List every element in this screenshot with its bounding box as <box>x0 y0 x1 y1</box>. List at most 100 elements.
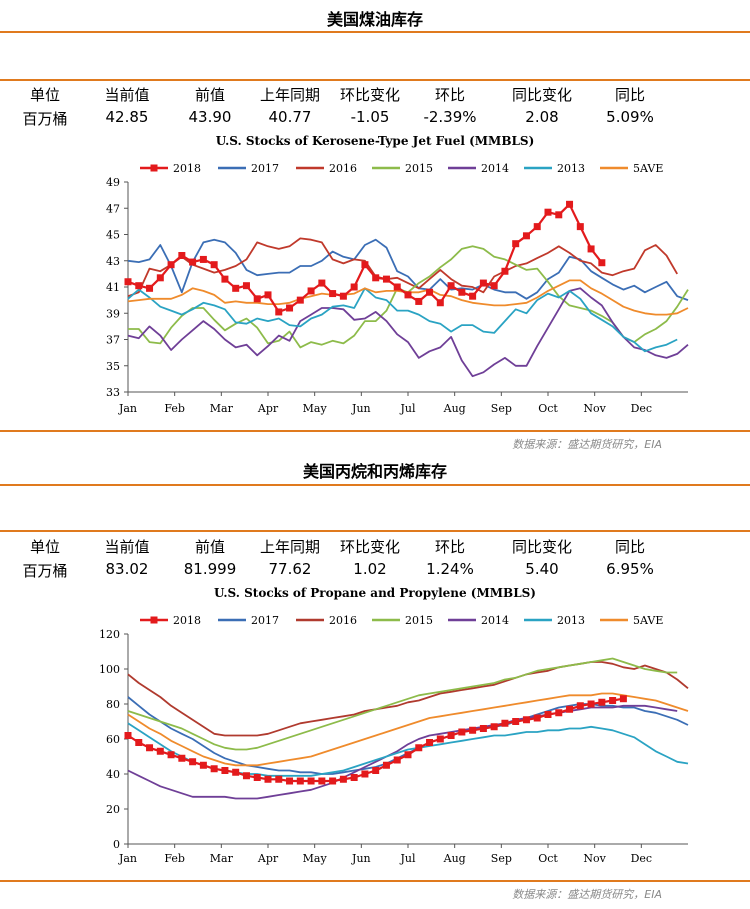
x-tick-label: Jun <box>351 402 371 415</box>
data-point-2018 <box>447 732 455 739</box>
series-line-2017 <box>127 696 689 775</box>
data-point-2018 <box>339 775 347 783</box>
header-current: 当前值 <box>104 538 150 556</box>
data-point-2018 <box>264 291 272 299</box>
y-tick-label: 80 <box>106 698 120 711</box>
data-point-2018 <box>318 777 326 785</box>
data-point-2018 <box>199 255 207 263</box>
data-point-2018 <box>501 719 509 727</box>
data-point-2018 <box>329 777 337 785</box>
data-point-2018 <box>469 292 477 300</box>
data-point-2018 <box>199 761 207 769</box>
x-tick-label: May <box>303 402 328 415</box>
data-point-2018 <box>469 726 477 734</box>
header-last-year: 上年同期 <box>259 86 320 104</box>
y-tick-label: 43 <box>106 255 120 268</box>
y-tick-label: 40 <box>106 768 120 781</box>
value-previous: 43.90 <box>188 108 232 126</box>
x-tick-label: Sep <box>491 852 512 865</box>
y-tick-label: 35 <box>106 360 120 373</box>
data-point-2018 <box>490 723 498 731</box>
x-tick-label: Jun <box>351 852 371 865</box>
x-tick-label: Apr <box>257 402 279 415</box>
data-point-2018 <box>307 287 315 295</box>
data-point-2018 <box>242 282 250 290</box>
y-tick-label: 100 <box>99 663 120 676</box>
chart-title-kerosene: U.S. Stocks of Kerosene-Type Jet Fuel (M… <box>215 134 535 148</box>
data-point-2018 <box>329 290 337 298</box>
data-point-2018 <box>587 245 595 253</box>
data-point-2018 <box>479 725 487 732</box>
data-point-2018 <box>522 716 530 724</box>
data-point-2018 <box>566 705 574 713</box>
divider <box>0 79 750 81</box>
data-point-2018 <box>124 732 132 739</box>
data-point-2018 <box>609 697 617 704</box>
value-last-year: 40.77 <box>268 108 312 126</box>
header-last-year: 上年同期 <box>259 538 320 556</box>
x-tick-label: Oct <box>538 402 558 415</box>
data-point-2018 <box>361 261 369 269</box>
divider <box>0 31 750 33</box>
header-yoy-change: 同比变化 <box>511 86 572 104</box>
data-point-2018 <box>512 240 520 248</box>
x-tick-label: Feb <box>164 852 185 865</box>
x-tick-label: Dec <box>631 852 653 865</box>
section-title-kerosene: 美国煤油库存 <box>326 10 423 29</box>
divider <box>0 430 750 432</box>
stats-value-row: 百万桶 42.85 43.90 40.77 -1.05 -2.39% 2.08 … <box>0 108 750 132</box>
data-point-2018 <box>296 296 304 304</box>
legend-marker-2018 <box>150 164 158 172</box>
data-point-2018 <box>178 252 186 259</box>
header-yoy-pct: 同比 <box>614 86 645 104</box>
data-point-2018 <box>189 258 197 266</box>
x-tick-label: Feb <box>164 402 185 415</box>
data-point-2018 <box>146 284 154 292</box>
legend-label-2015: 2015 <box>405 614 433 627</box>
divider <box>0 880 750 882</box>
data-point-2018 <box>232 284 240 292</box>
x-tick-label: Aug <box>443 402 466 415</box>
data-point-2018 <box>178 754 186 762</box>
stats-header-row: 单位 当前值 前值 上年同期 环比变化 环比 同比变化 同比 <box>0 84 750 108</box>
data-point-2018 <box>286 304 294 312</box>
data-point-2018 <box>566 200 574 208</box>
legend-label-2013: 2013 <box>557 162 585 175</box>
data-point-2018 <box>264 775 272 783</box>
value-unit: 百万桶 <box>22 110 68 128</box>
data-point-2018 <box>372 274 380 282</box>
stats-header-row: 单位 当前值 前值 上年同期 环比变化 环比 同比变化 同比 <box>0 536 750 560</box>
data-point-2018 <box>404 751 412 759</box>
header-wow-pct: 环比 <box>434 538 465 556</box>
data-point-2018 <box>587 700 595 708</box>
series-line-5AVE <box>127 692 689 767</box>
value-current: 42.85 <box>105 108 149 126</box>
data-point-2018 <box>533 714 541 722</box>
data-point-2018 <box>598 259 606 267</box>
data-point-2018 <box>167 261 175 269</box>
value-last-year: 77.62 <box>268 560 312 578</box>
value-yoy-pct: 5.09% <box>606 108 654 126</box>
legend-label-2017: 2017 <box>251 614 279 627</box>
data-point-2018 <box>210 765 218 773</box>
data-point-2018 <box>275 308 283 316</box>
series-line-2014 <box>127 287 689 378</box>
data-point-2018 <box>253 295 261 303</box>
y-tick-label: 120 <box>99 628 120 641</box>
y-tick-label: 37 <box>106 334 120 347</box>
kerosene-chart: 33 35 37 39 41 43 45 47 49 Jan Feb Mar Apr May Jun Jul A… <box>106 162 689 415</box>
data-point-2018 <box>404 291 412 299</box>
source-note: 数据来源：盛达期货研究，EIA <box>512 888 662 901</box>
data-point-2018 <box>619 695 627 703</box>
data-point-2018 <box>146 744 154 752</box>
legend-label-2013: 2013 <box>557 614 585 627</box>
value-yoy-pct: 6.95% <box>606 560 654 578</box>
data-point-2018 <box>533 223 541 231</box>
header-yoy-change: 同比变化 <box>511 538 572 556</box>
data-point-2018 <box>221 275 229 283</box>
value-current: 83.02 <box>105 560 149 578</box>
series-line-2014 <box>127 704 678 800</box>
x-tick-label: Nov <box>583 402 606 415</box>
data-point-2018 <box>307 777 315 785</box>
data-point-2018 <box>479 279 487 287</box>
